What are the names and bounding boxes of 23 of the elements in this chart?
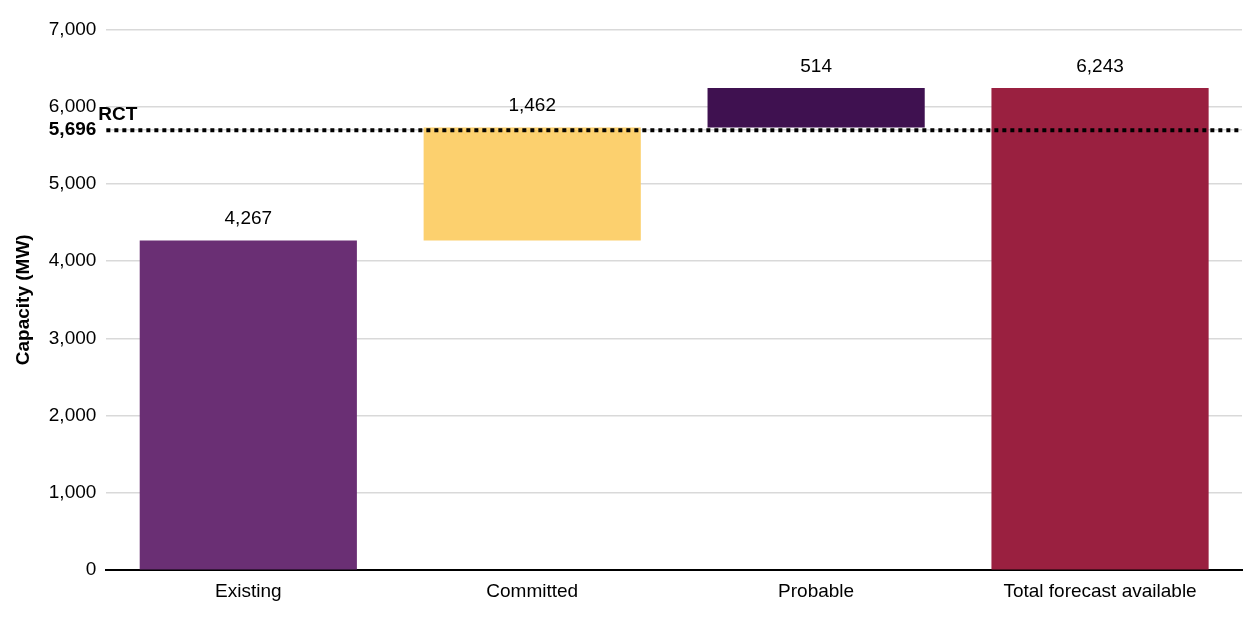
y-tick-label: 1,000 — [48, 481, 97, 503]
y-tick-label: 5,696 — [48, 118, 97, 140]
bar — [991, 87, 1209, 570]
x-tick-label: Committed — [486, 579, 579, 601]
y-tick-label: 5,000 — [48, 172, 97, 194]
y-tick-label: 2,000 — [48, 403, 97, 425]
x-tick-label: Probable — [778, 579, 855, 601]
x-tick-label: Existing — [215, 579, 282, 601]
y-tick-label: 4,000 — [48, 249, 97, 271]
bar — [707, 87, 925, 128]
data-label: 1,462 — [508, 94, 556, 116]
y-tick-label: 7,000 — [48, 17, 97, 39]
data-label: 6,243 — [1076, 54, 1124, 76]
data-label: 514 — [800, 54, 833, 76]
bar — [423, 127, 641, 241]
x-tick-label: Total forecast available — [1003, 579, 1197, 601]
ref-line-label: RCT — [98, 102, 138, 124]
y-tick-label: 0 — [85, 558, 97, 580]
y-tick-label: 6,000 — [48, 94, 97, 116]
data-label: 4,267 — [224, 207, 273, 229]
y-axis-title: Capacity (MW) — [11, 234, 33, 366]
y-tick-label: 3,000 — [48, 326, 97, 348]
bar — [139, 240, 357, 570]
